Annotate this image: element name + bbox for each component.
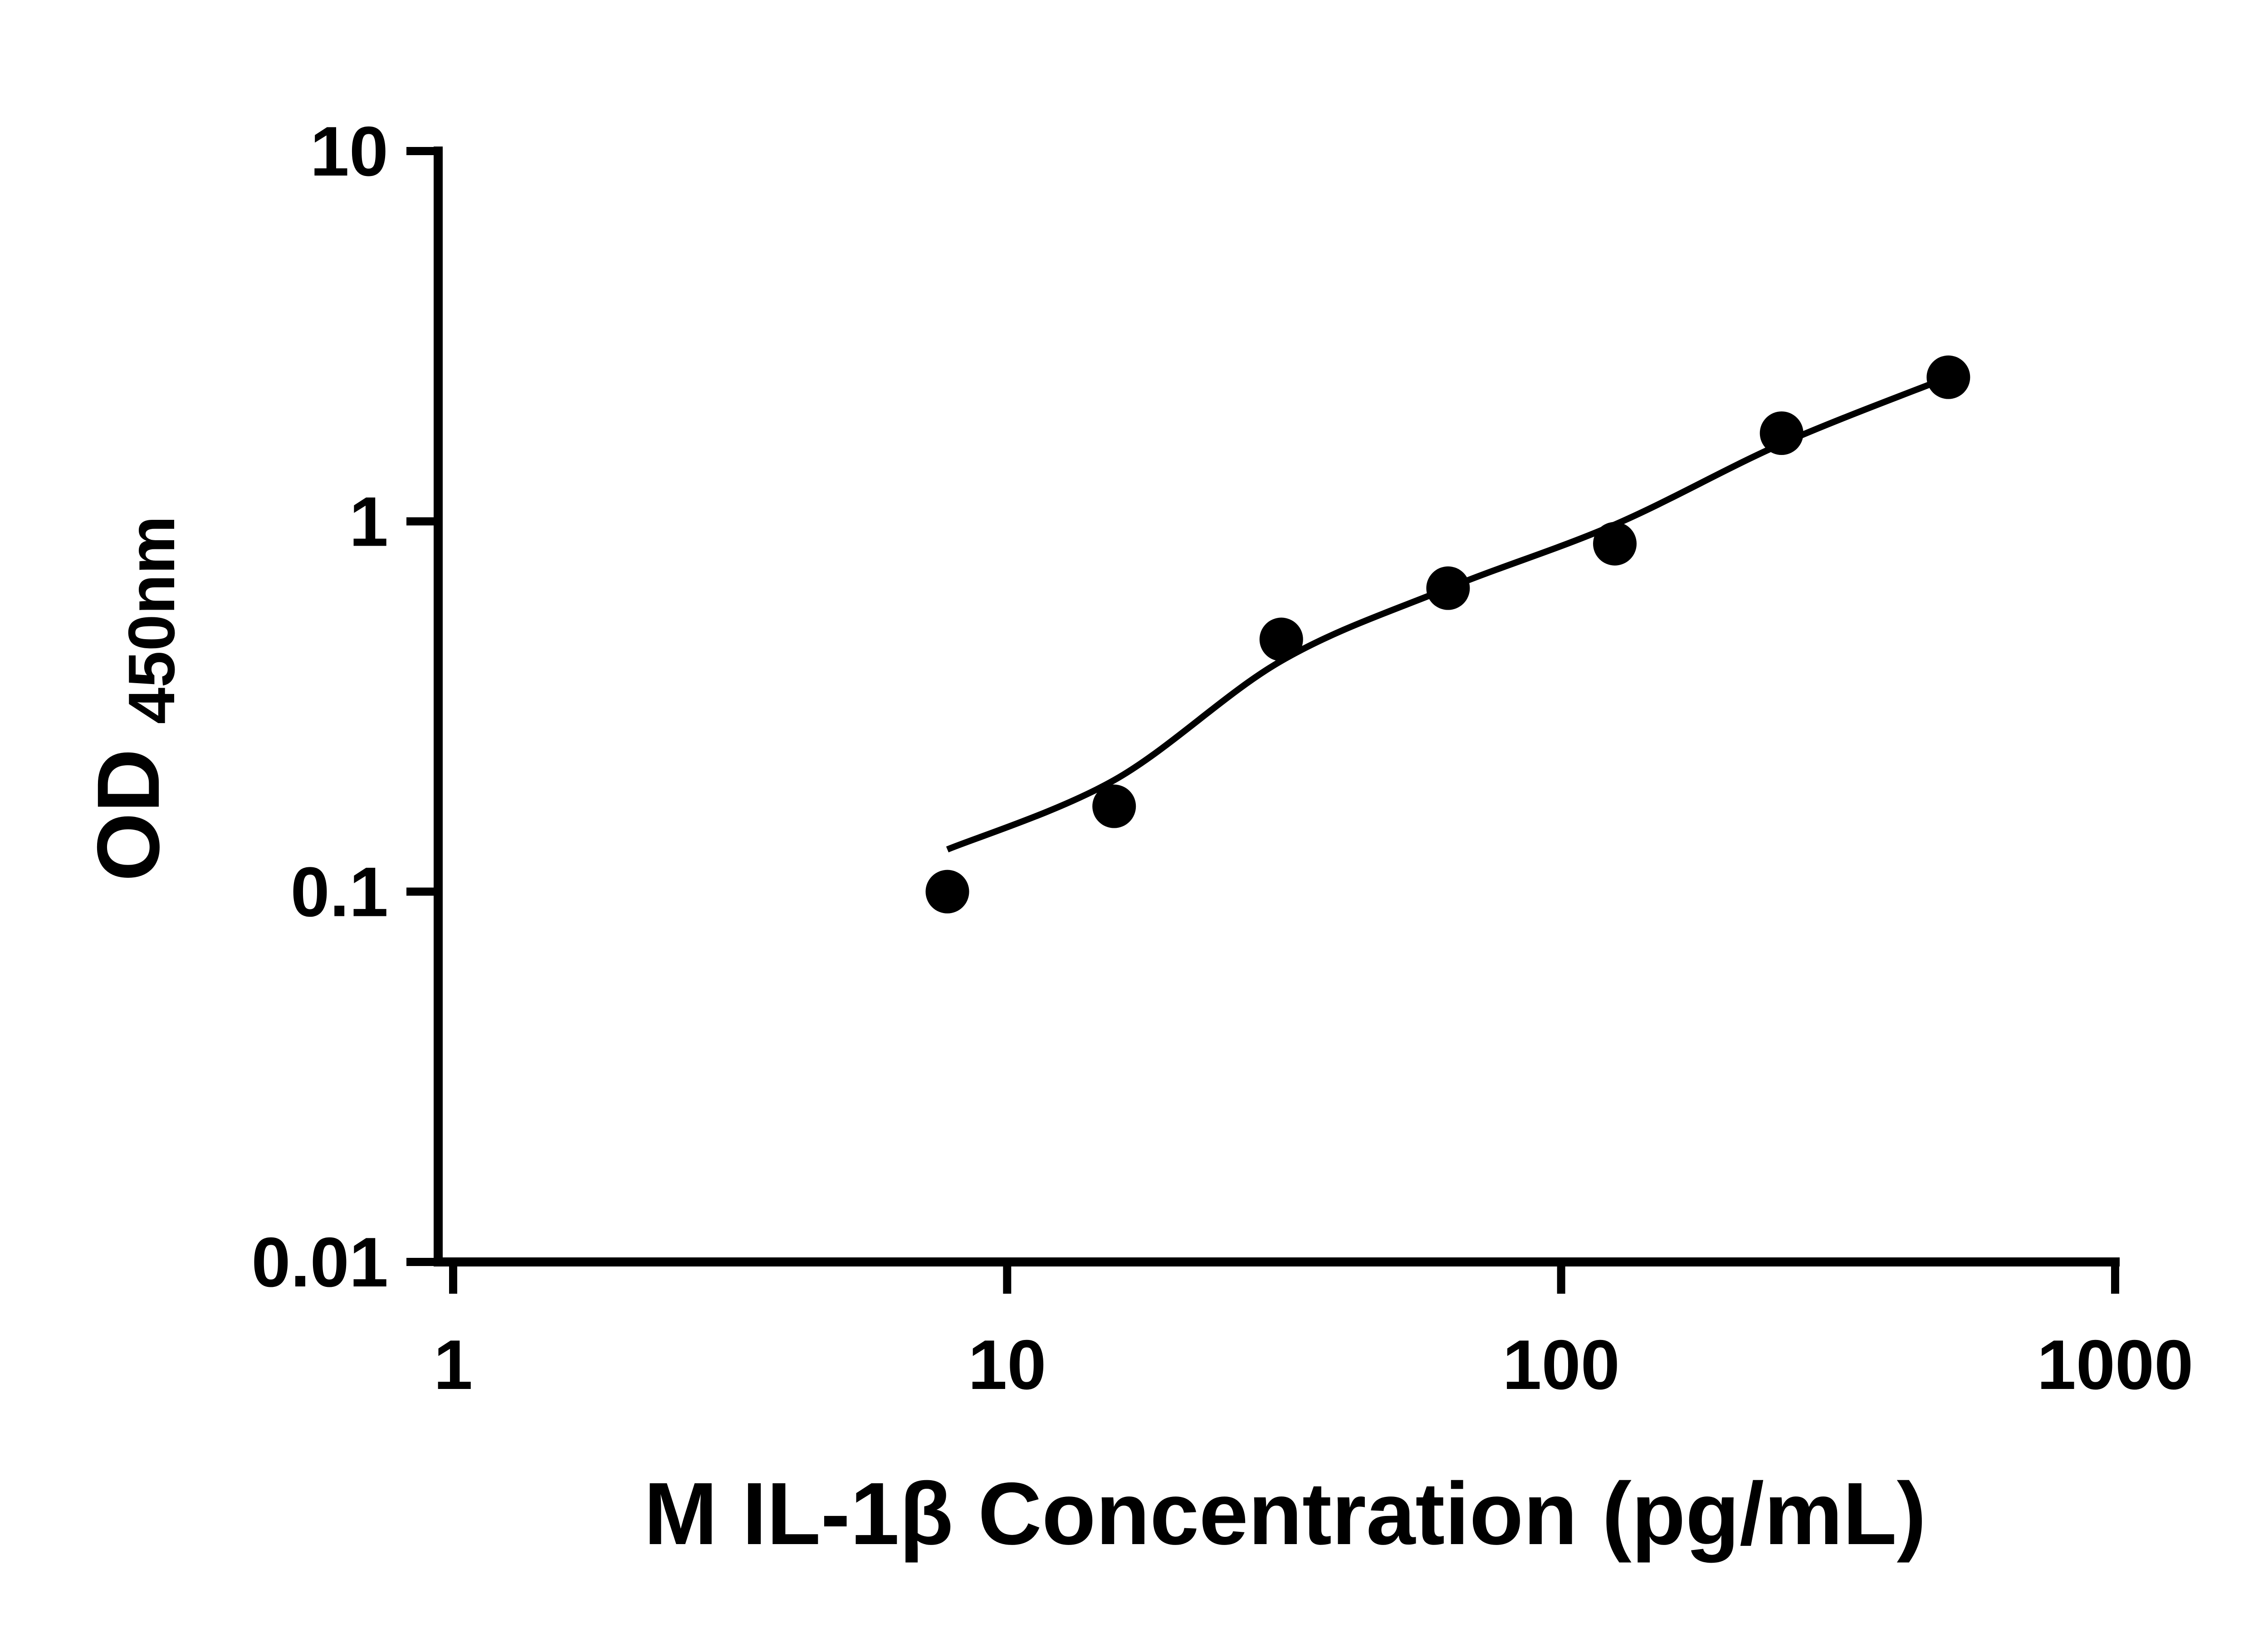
y-tick-label: 1 [349,482,388,561]
data-point [925,870,969,914]
x-tick-label: 1 [434,1325,473,1404]
chart-generated-layer: 10 1 0.1 0.01 1 10 100 1000 [251,112,2193,1404]
y-tick-label: 0.1 [291,853,388,931]
data-point [1593,522,1637,566]
x-tick-label: 10 [968,1325,1046,1404]
y-tick-label: 10 [310,112,388,191]
y-axis-title-sub: 450nm [115,516,188,724]
data-point [1760,411,1804,455]
x-axis-title: M IL-1β Concentration (pg/mL) [644,1464,1926,1563]
data-point [1092,784,1136,828]
y-axis-title: OD 450nm [79,516,188,881]
axis-frame [434,147,2120,1266]
fit-curve-line [946,374,1950,853]
x-tick-label: 1000 [2037,1325,2194,1404]
y-axis-title-main: OD [79,749,178,882]
y-tick-label: 0.01 [251,1223,388,1301]
data-point [1259,617,1303,661]
x-tick-label: 100 [1502,1325,1620,1404]
data-point [1926,355,1970,399]
data-point [1426,566,1470,610]
